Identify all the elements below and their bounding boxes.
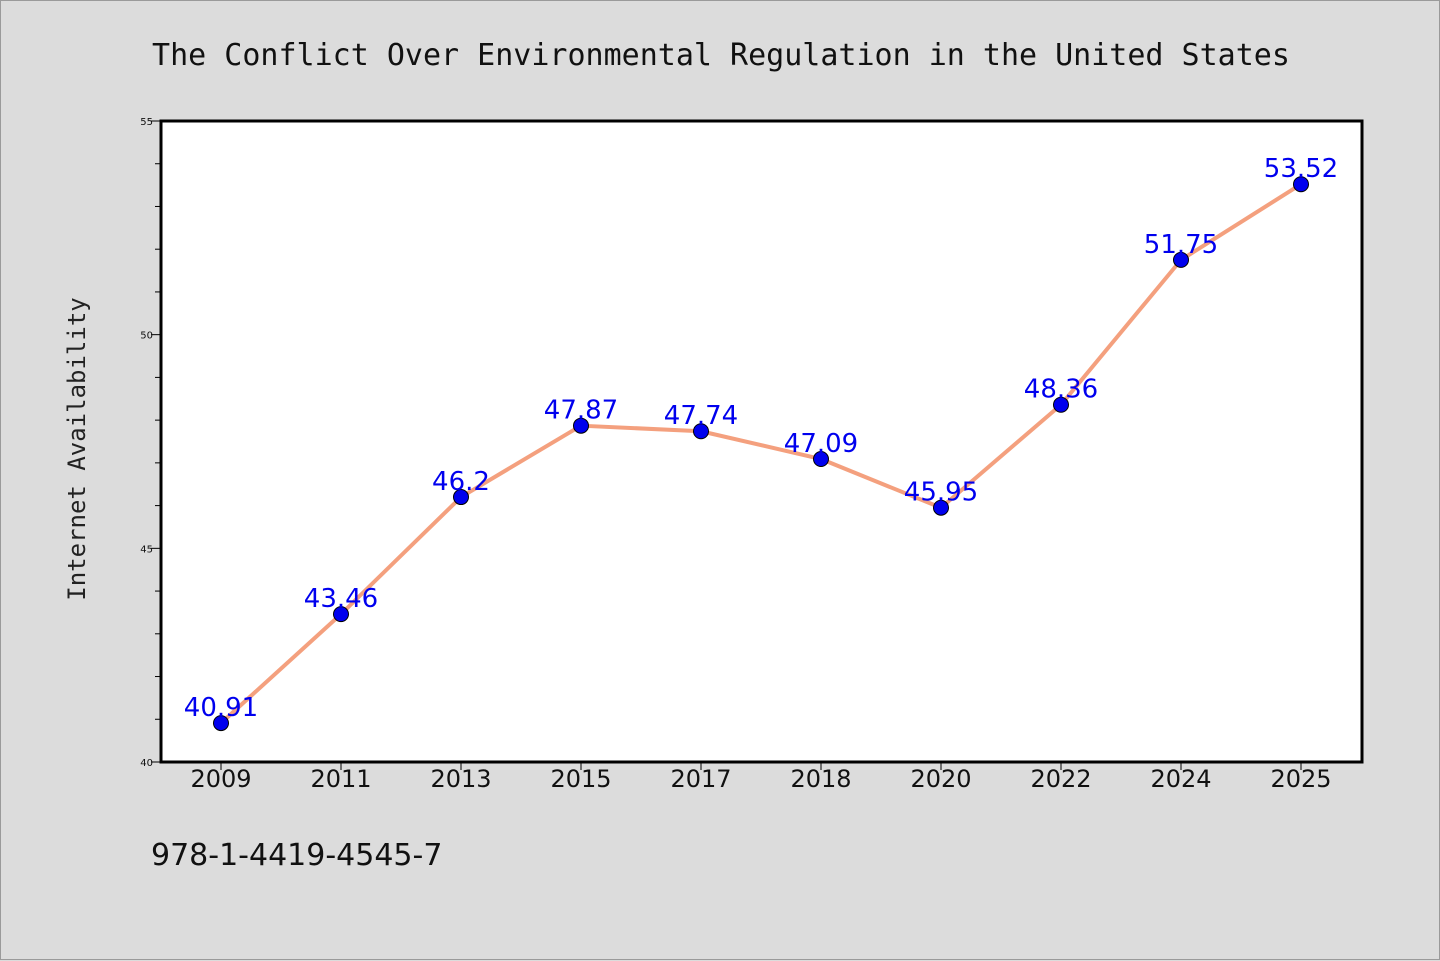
x-tick-label: 2015 <box>550 765 611 793</box>
data-point <box>693 423 709 440</box>
data-point <box>453 489 469 506</box>
data-label: 45.95 <box>904 478 978 508</box>
data-point <box>933 499 949 516</box>
data-point <box>573 417 589 434</box>
data-label: 47.09 <box>784 429 858 459</box>
y-axis-label: Internet Availability <box>63 297 91 600</box>
isbn-text: 978-1-4419-4545-7 <box>151 838 442 873</box>
y-axis-ticks: 40 45 50 55 <box>140 117 161 769</box>
data-point <box>213 715 229 732</box>
y-tick-label: 45 <box>140 544 153 555</box>
data-point <box>1293 176 1309 193</box>
x-tick-label: 2024 <box>1150 765 1211 793</box>
data-label: 47.74 <box>664 401 738 431</box>
x-tick-label: 2020 <box>910 765 971 793</box>
x-tick-label: 2018 <box>790 765 851 793</box>
x-tick-label: 2025 <box>1270 765 1331 793</box>
x-tick-label: 2011 <box>310 765 371 793</box>
data-label: 48.36 <box>1024 375 1098 405</box>
x-tick-label: 2022 <box>1030 765 1091 793</box>
data-point <box>1173 251 1189 268</box>
data-label: 51.75 <box>1144 230 1218 260</box>
data-label: 47.87 <box>544 396 618 426</box>
y-tick-label: 50 <box>140 331 153 342</box>
series-line <box>219 182 1303 725</box>
data-label: 46.2 <box>432 467 490 497</box>
data-point <box>333 606 349 623</box>
plot-area <box>159 119 1364 764</box>
data-label: 43.46 <box>304 584 378 614</box>
data-point <box>813 451 829 468</box>
x-tick-label: 2009 <box>190 765 251 793</box>
series-group: 40.91 43.46 46.2 47.87 47.74 47.09 45.95 48.36 5… <box>184 154 1338 732</box>
y-tick-label: 40 <box>140 758 153 769</box>
data-label: 40.91 <box>184 693 258 723</box>
x-tick-label: 2017 <box>670 765 731 793</box>
y-tick-label: 55 <box>140 117 153 128</box>
x-tick-label: 2013 <box>430 765 491 793</box>
data-label: 53.52 <box>1264 154 1338 184</box>
data-point <box>1053 396 1069 413</box>
x-axis-ticks: 2009 2011 2013 2015 2017 2018 2020 2022 2024 2025 <box>190 762 1332 793</box>
chart-title: The Conflict Over Environmental Regulati… <box>152 38 1290 73</box>
